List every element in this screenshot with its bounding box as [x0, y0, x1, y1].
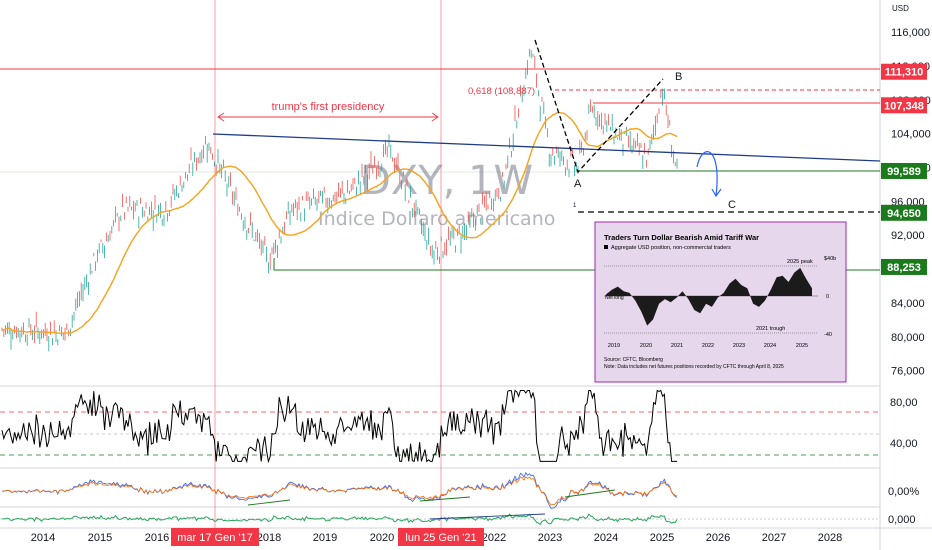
inset-legend-swatch	[604, 245, 608, 249]
time-marker-2021: lun 25 Gen '21	[405, 532, 476, 544]
level-badge-label: 99,589	[887, 166, 921, 178]
time-tick: 2020	[370, 532, 394, 544]
macd-tick-zero: 0,00%	[888, 486, 919, 498]
oscillator-line	[1, 513, 678, 526]
price-tick: 84,000	[891, 298, 925, 310]
inset-source: Source: CFTC, Bloomberg	[604, 357, 663, 363]
inset-x-label: 2020	[640, 343, 652, 349]
inset-area	[606, 267, 812, 326]
inset-y-mid: 0	[826, 294, 829, 300]
presidency-label: trump's first presidency	[272, 101, 385, 113]
price-tick: 92,000	[891, 230, 925, 242]
inset-x-label: 2025	[796, 343, 808, 349]
point-a-label: A	[574, 178, 582, 190]
macd-signal-line	[1, 476, 678, 506]
inset-trough-label: 2021 trough	[756, 326, 785, 332]
time-marker-2017: mar 17 Gen '17	[177, 532, 252, 544]
level-badge	[881, 258, 927, 275]
inset-chart[interactable]: Traders Turn Dollar Bearish Amid Tariff …	[594, 221, 847, 383]
time-tick: 2028	[818, 532, 842, 544]
rsi-tick-40: 40,00	[890, 438, 918, 450]
time-tick: 2027	[762, 532, 786, 544]
level-badge	[881, 162, 927, 179]
time-axis[interactable]: 2014 2015 2016 2018 2019 2020 2022 2023 2024 2025…	[31, 532, 842, 544]
level-badge	[881, 97, 927, 114]
time-marker-2017-bg	[171, 528, 259, 546]
level-badges: 111,310 107,348 99,589 94,650 88,253	[881, 63, 927, 275]
inset-title: Traders Turn Dollar Bearish Amid Tariff …	[604, 233, 759, 242]
price-tick: 80,000	[891, 332, 925, 344]
level-badge-label: 107,348	[884, 100, 924, 112]
time-tick: 2016	[145, 532, 169, 544]
inset-x-axis: 2019 2020 2021 2022 2023 2024 2025	[608, 343, 808, 349]
inset-legend: Aggregate USD position, non-commercial t…	[611, 245, 731, 251]
time-tick: 2015	[88, 532, 112, 544]
osc-trend-line	[429, 513, 546, 520]
presidency-arrow-right	[431, 112, 439, 122]
trend-line[interactable]	[212, 133, 881, 162]
time-tick: 2022	[482, 532, 506, 544]
time-tick: 2019	[313, 532, 337, 544]
time-tick: 2026	[706, 532, 730, 544]
inset-x-label: 2023	[733, 343, 745, 349]
macd-divergence-line	[247, 499, 291, 506]
small-one-label: 1	[573, 203, 577, 209]
level-badge	[881, 204, 927, 221]
inset-x-label: 2024	[764, 343, 776, 349]
currency-label: USD	[892, 4, 909, 13]
candles-layer	[1, 49, 678, 352]
time-tick: 2023	[538, 532, 562, 544]
time-tick: 2014	[31, 532, 55, 544]
watermark-symbol: DXY, 1W	[360, 158, 533, 204]
inset-x-label: 2022	[702, 343, 714, 349]
point-b-label: B	[675, 71, 682, 83]
price-tick: 116,000	[891, 27, 930, 39]
price-tick: 76,000	[891, 366, 925, 378]
inset-note: Note: Data includes net futures position…	[604, 364, 784, 370]
osc-tick-zero: 0,000	[888, 514, 916, 526]
time-tick: 2025	[650, 532, 674, 544]
level-badge-label: 94,650	[887, 208, 921, 220]
time-marker-2021-bg	[398, 528, 484, 546]
projection-arrow	[696, 151, 718, 197]
price-tick: 104,000	[891, 129, 931, 141]
inset-y-top: $40b	[824, 256, 836, 262]
macd-line	[1, 471, 678, 509]
time-tick: 2024	[594, 532, 618, 544]
presidency-arrow-left	[217, 112, 225, 122]
rsi-tick-80: 80,00	[890, 397, 918, 409]
watermark-name: Indice Dollaro americano	[318, 208, 555, 230]
macd-divergence-line-2	[419, 496, 471, 502]
projection-arrowhead	[711, 188, 722, 198]
level-badge-label: 88,253	[887, 262, 921, 274]
abc-pattern[interactable]	[534, 39, 664, 174]
rsi-line	[1, 389, 677, 464]
level-badge	[881, 63, 927, 80]
macd-divergence-line-3	[564, 489, 616, 498]
inset-x-label: 2021	[671, 343, 683, 349]
inset-net-label: Net long	[605, 295, 624, 301]
inset-peak-label: 2025 peak	[787, 259, 813, 265]
moving-average-line	[1, 111, 678, 335]
time-tick: 2018	[257, 532, 281, 544]
level-badge-label: 111,310	[885, 67, 924, 79]
inset-y-bottom: -40	[824, 332, 832, 338]
point-c-label: C	[728, 199, 736, 211]
fib-label: 0,618 (108,887)	[468, 86, 535, 97]
inset-x-label: 2019	[608, 343, 620, 349]
